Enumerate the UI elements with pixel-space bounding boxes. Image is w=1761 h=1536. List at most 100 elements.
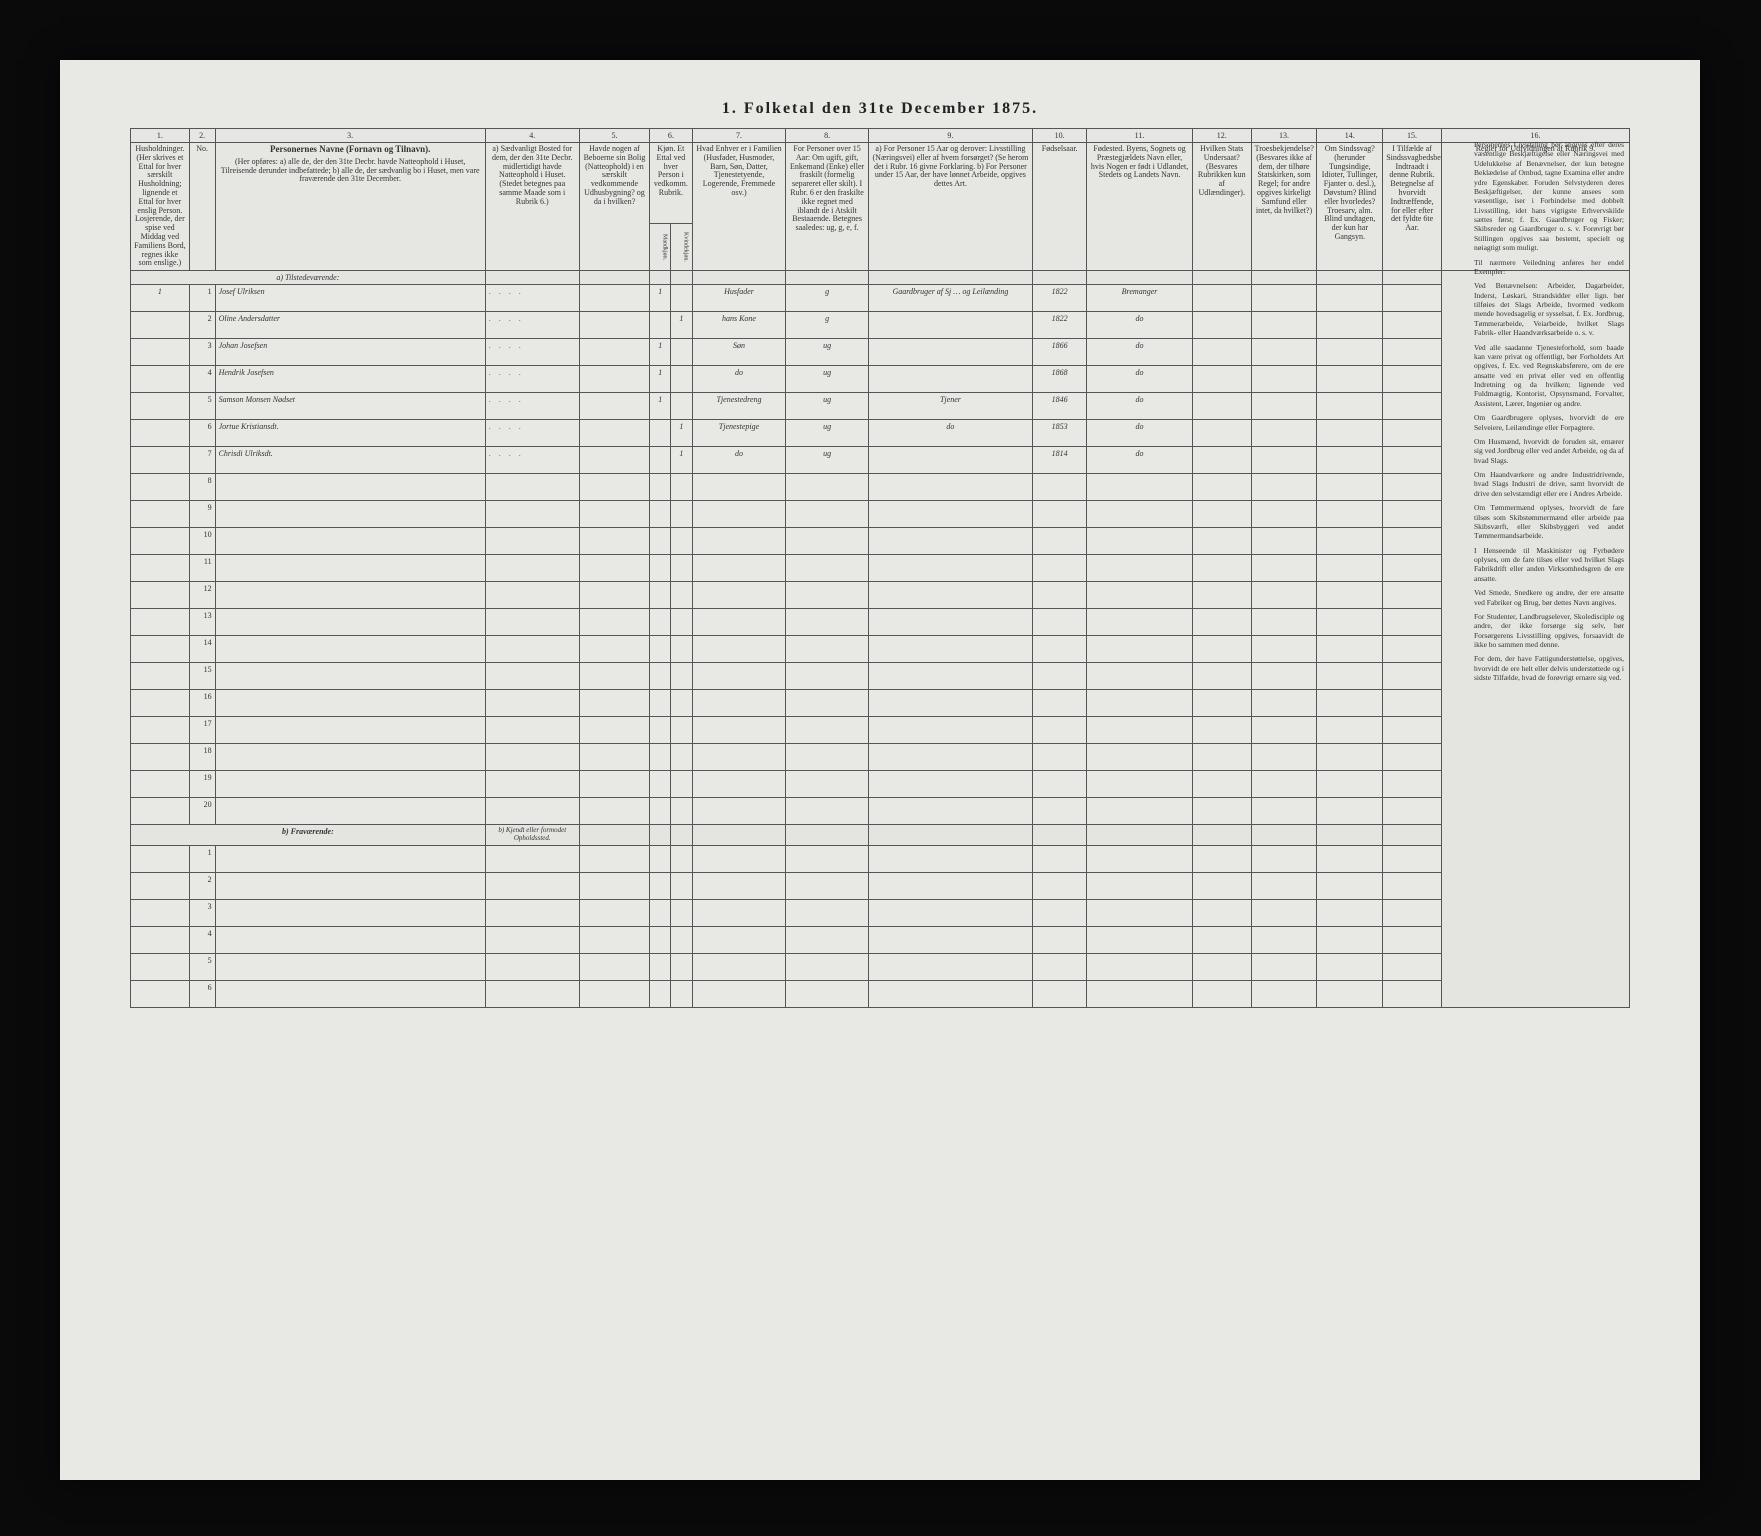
table-row: 17 <box>131 717 1630 744</box>
c7-relation: do <box>692 447 786 474</box>
rules-column: Personernes Livsstilling bør angives eft… <box>1468 134 1630 694</box>
table-row: 7Chrisdi Ulriksdt.. . . .1doug1814do <box>131 447 1630 474</box>
c8-marital: g <box>786 312 868 339</box>
rules-paragraph: Personernes Livsstilling bør angives eft… <box>1474 140 1624 253</box>
empty <box>215 636 485 663</box>
table-row: 10 <box>131 528 1630 555</box>
household-num <box>131 420 190 447</box>
empty <box>671 926 692 953</box>
c6a <box>650 420 671 447</box>
empty <box>1192 501 1251 528</box>
empty <box>786 690 868 717</box>
empty <box>579 980 649 1007</box>
empty <box>1087 953 1193 980</box>
empty <box>215 953 485 980</box>
empty <box>692 690 786 717</box>
empty <box>1383 690 1442 717</box>
c15 <box>1383 420 1442 447</box>
c10-birthyear: 1822 <box>1033 285 1087 312</box>
empty <box>671 845 692 872</box>
c11-birthplace: do <box>1087 393 1193 420</box>
empty <box>579 555 649 582</box>
empty <box>868 609 1032 636</box>
empty <box>1317 899 1383 926</box>
empty <box>1033 872 1087 899</box>
c5 <box>579 366 649 393</box>
c12 <box>1192 312 1251 339</box>
empty <box>1383 953 1442 980</box>
empty <box>485 872 579 899</box>
empty <box>650 798 671 825</box>
empty <box>786 744 868 771</box>
col-number: 12. <box>1192 129 1251 143</box>
table-row: 5 <box>131 953 1630 980</box>
empty <box>1251 899 1317 926</box>
table-row: 15 <box>131 663 1630 690</box>
person-num: 19 <box>189 771 215 798</box>
empty <box>485 582 579 609</box>
empty <box>1251 717 1317 744</box>
c1 <box>131 582 190 609</box>
c7-relation: Tjenestepige <box>692 420 786 447</box>
col-number: 3. <box>215 129 485 143</box>
empty <box>786 609 868 636</box>
empty <box>1251 501 1317 528</box>
person-name: Oline Andersdatter <box>215 312 485 339</box>
person-num: 12 <box>189 582 215 609</box>
c13 <box>1251 339 1317 366</box>
empty <box>1317 980 1383 1007</box>
empty <box>1251 582 1317 609</box>
table-row: 11 <box>131 555 1630 582</box>
empty <box>692 744 786 771</box>
c8-marital: ug <box>786 393 868 420</box>
empty <box>1383 798 1442 825</box>
empty <box>1383 845 1442 872</box>
empty <box>786 899 868 926</box>
empty <box>1251 926 1317 953</box>
section-pad <box>485 271 579 285</box>
rules-paragraph: Om Tømmermænd oplyses, hvorvidt de fare … <box>1474 503 1624 541</box>
c12 <box>1192 366 1251 393</box>
c13 <box>1251 420 1317 447</box>
empty <box>1251 555 1317 582</box>
empty <box>650 690 671 717</box>
empty <box>692 717 786 744</box>
empty <box>1317 926 1383 953</box>
table-row: 5Samson Monsen Nødset. . . .1Tjenestedre… <box>131 393 1630 420</box>
empty <box>1033 845 1087 872</box>
empty <box>692 528 786 555</box>
empty <box>215 663 485 690</box>
c1 <box>131 555 190 582</box>
empty <box>1192 845 1251 872</box>
empty <box>650 980 671 1007</box>
c11-birthplace: do <box>1087 447 1193 474</box>
empty <box>1383 663 1442 690</box>
empty <box>215 845 485 872</box>
c1 <box>131 717 190 744</box>
page-title: 1. Folketal den 31te December 1875. <box>130 100 1630 118</box>
empty <box>671 771 692 798</box>
person-num: 2 <box>189 312 215 339</box>
empty <box>671 609 692 636</box>
empty <box>868 899 1032 926</box>
c14 <box>1317 447 1383 474</box>
hdr-c13: Troesbekjendelse? (Besvares ikke af dem,… <box>1251 143 1317 271</box>
section-pad <box>671 271 692 285</box>
empty <box>1087 555 1193 582</box>
hdr-c6b: Kvindekjøn. <box>671 224 692 271</box>
empty <box>868 690 1032 717</box>
empty <box>1251 845 1317 872</box>
section-pad <box>692 825 786 845</box>
household-num <box>131 447 190 474</box>
empty <box>485 474 579 501</box>
col-number: 10. <box>1033 129 1087 143</box>
section-pad <box>868 271 1032 285</box>
table-body: a) Tilstedeværende:11Josef Ulriksen. . .… <box>131 271 1630 1007</box>
empty <box>1087 717 1193 744</box>
section-pad <box>1033 271 1087 285</box>
empty <box>650 555 671 582</box>
empty <box>485 555 579 582</box>
section-b-label: b) Fraværende: <box>131 825 486 845</box>
empty <box>1087 501 1193 528</box>
empty <box>1087 609 1193 636</box>
